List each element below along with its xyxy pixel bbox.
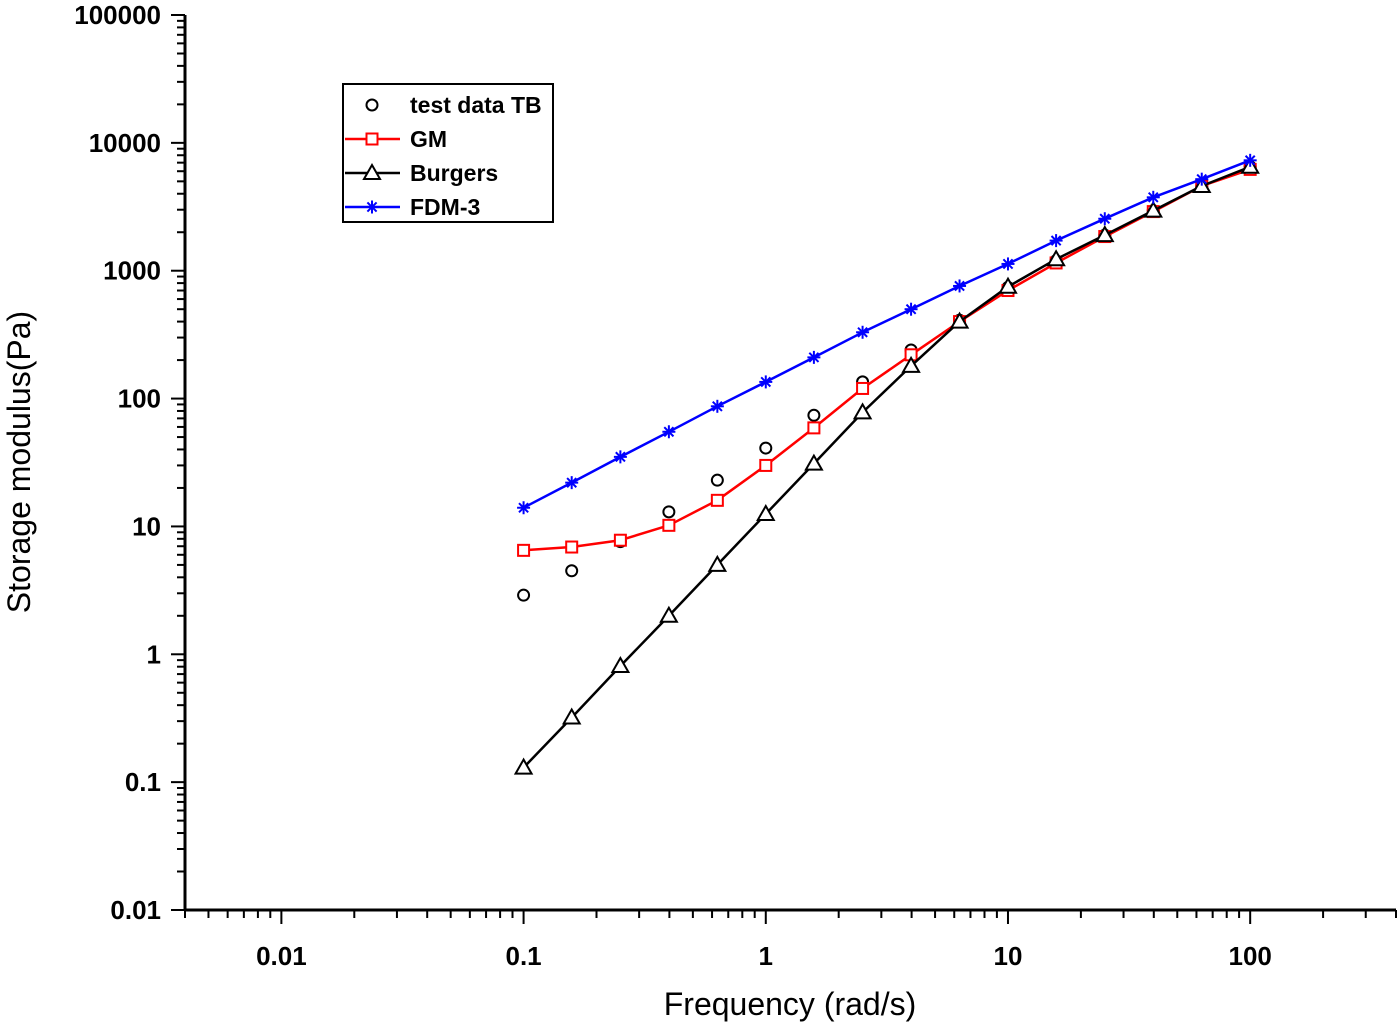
y-tick-label: 1000 bbox=[103, 256, 161, 286]
x-tick-label: 100 bbox=[1228, 941, 1271, 971]
data-point bbox=[610, 655, 631, 673]
data-point bbox=[901, 355, 921, 373]
data-point-stroke bbox=[663, 426, 675, 438]
x-tick-label: 10 bbox=[994, 941, 1023, 971]
legend-label: test data TB bbox=[410, 92, 542, 118]
data-point bbox=[1046, 249, 1066, 267]
data-point bbox=[759, 458, 773, 472]
data-point bbox=[710, 493, 724, 507]
legend-entry: test data TB bbox=[365, 92, 542, 118]
data-point bbox=[804, 453, 824, 471]
data-point bbox=[659, 605, 679, 623]
data-point-stroke bbox=[518, 502, 529, 514]
data-point bbox=[561, 707, 582, 725]
series-line bbox=[523, 159, 1251, 509]
data-point bbox=[759, 441, 773, 455]
data-point bbox=[998, 276, 1018, 294]
data-point bbox=[1001, 257, 1015, 271]
data-point bbox=[1243, 153, 1257, 167]
data-point bbox=[662, 425, 676, 439]
series-test-data-tb bbox=[517, 160, 1257, 602]
series-burgers bbox=[513, 156, 1260, 775]
data-point bbox=[613, 450, 627, 464]
axes: 0.01 0.1 1 10 100 0.01 0.1 1 10 100 1000 10000 10000… bbox=[74, 0, 1397, 971]
data-point bbox=[1098, 212, 1112, 226]
legend-entry: FDM-3 bbox=[345, 194, 480, 220]
data-point bbox=[759, 375, 773, 389]
x-axis-title: Frequency (rad/s) bbox=[664, 986, 917, 1022]
y-tick-label: 10000 bbox=[89, 128, 161, 158]
data-point bbox=[362, 162, 382, 180]
data-point-stroke bbox=[566, 477, 577, 488]
data-point bbox=[856, 325, 870, 339]
data-point bbox=[365, 132, 379, 146]
data-point bbox=[613, 533, 627, 547]
data-point-stroke bbox=[1147, 192, 1159, 203]
data-point-stroke bbox=[905, 303, 917, 315]
legend-entry: Burgers bbox=[345, 160, 498, 186]
data-point bbox=[565, 476, 579, 490]
data-point bbox=[949, 311, 970, 329]
series-gm bbox=[517, 162, 1257, 557]
y-tick-label: 1 bbox=[147, 639, 161, 669]
data-point bbox=[1195, 172, 1209, 186]
x-tick-label: 0.01 bbox=[256, 941, 307, 971]
data-point bbox=[1095, 225, 1115, 243]
data-point bbox=[517, 588, 531, 602]
data-point bbox=[807, 408, 821, 422]
data-point bbox=[807, 421, 821, 435]
data-point bbox=[710, 473, 724, 487]
data-point bbox=[1143, 200, 1163, 218]
series-layer bbox=[513, 153, 1260, 775]
data-point-stroke bbox=[712, 401, 723, 412]
data-point bbox=[1146, 190, 1160, 204]
y-tick-label: 100 bbox=[118, 384, 161, 414]
data-point bbox=[707, 554, 728, 572]
series-fdm-3 bbox=[517, 153, 1257, 515]
data-point bbox=[662, 505, 676, 519]
data-point bbox=[662, 518, 676, 532]
data-point-stroke bbox=[366, 201, 378, 213]
data-point bbox=[953, 279, 967, 293]
y-tick-label: 0.01 bbox=[110, 895, 161, 925]
series-line bbox=[523, 168, 1251, 552]
data-point bbox=[904, 302, 918, 316]
legend-label: FDM-3 bbox=[410, 194, 480, 220]
data-point-stroke bbox=[1050, 235, 1062, 246]
x-tick-label: 1 bbox=[759, 941, 773, 971]
data-point-stroke bbox=[760, 376, 772, 388]
data-point bbox=[517, 501, 531, 515]
y-tick-label: 100000 bbox=[74, 0, 161, 30]
data-point bbox=[807, 350, 821, 364]
data-point bbox=[565, 564, 579, 578]
data-point bbox=[365, 98, 379, 112]
data-point bbox=[1049, 234, 1063, 248]
data-point-stroke bbox=[857, 326, 868, 338]
data-point bbox=[365, 200, 379, 214]
y-tick-label: 10 bbox=[132, 511, 161, 541]
legend-label: GM bbox=[410, 126, 447, 152]
data-point-stroke bbox=[1196, 173, 1208, 185]
data-point-stroke bbox=[1244, 155, 1256, 166]
data-point-stroke bbox=[954, 280, 965, 292]
data-point bbox=[852, 402, 873, 420]
y-axis-title: Storage modulus(Pa) bbox=[1, 311, 37, 613]
legend-entry: GM bbox=[345, 126, 447, 152]
legend-label: Burgers bbox=[410, 160, 498, 186]
data-point bbox=[513, 757, 534, 775]
legend: test data TB GM Burgers FDM-3 bbox=[342, 83, 554, 223]
data-point-stroke bbox=[615, 451, 626, 463]
data-point bbox=[756, 504, 776, 522]
data-point bbox=[856, 381, 870, 395]
x-tick-label: 0.1 bbox=[506, 941, 542, 971]
data-point-stroke bbox=[1099, 213, 1111, 225]
y-tick-label: 0.1 bbox=[125, 767, 161, 797]
data-point-stroke bbox=[1002, 258, 1014, 270]
data-point bbox=[565, 540, 579, 554]
data-point bbox=[517, 543, 531, 557]
data-point bbox=[710, 399, 724, 413]
data-point-stroke bbox=[808, 352, 820, 363]
series-line bbox=[522, 165, 1251, 769]
